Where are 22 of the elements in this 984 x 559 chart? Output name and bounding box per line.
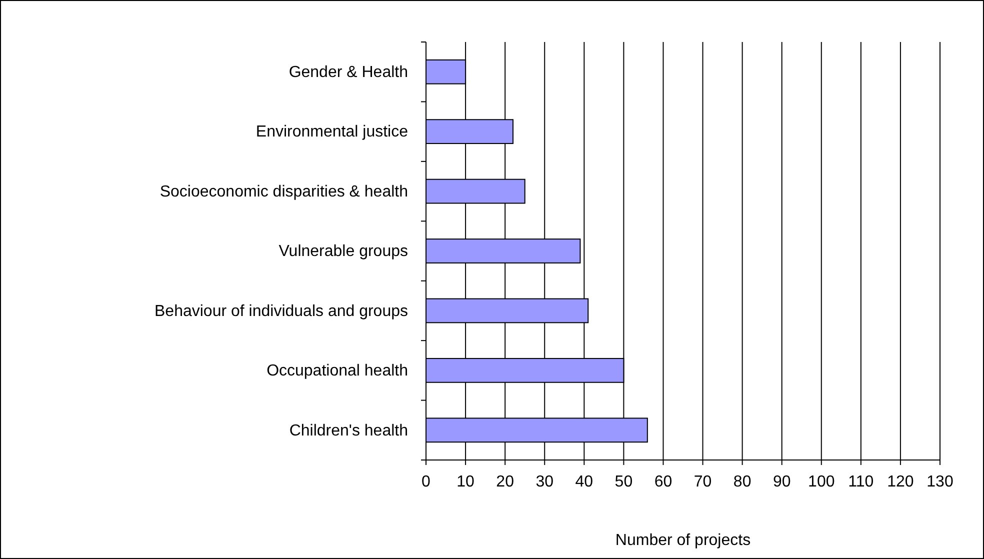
y-tick-label: Vulnerable groups (278, 243, 408, 260)
x-tick-label: 90 (772, 473, 791, 490)
x-tick-label: 50 (614, 473, 633, 490)
y-tick-label: Occupational health (266, 362, 408, 380)
x-tick-label: 110 (848, 473, 874, 490)
x-tick-label: 130 (926, 473, 954, 490)
x-tick-label: 40 (575, 473, 594, 490)
x-tick-label: 30 (536, 473, 554, 490)
y-tick-label: Behaviour of individuals and groups (154, 302, 408, 320)
x-tick-label: 20 (496, 473, 514, 490)
x-tick-label: 120 (887, 473, 914, 490)
x-tick-label: 0 (422, 473, 431, 490)
y-tick-label: Socioeconomic disparities & health (160, 183, 408, 200)
y-tick-label: Children's health (289, 422, 408, 440)
x-tick-label: 10 (456, 473, 475, 490)
y-tick-label: Environmental justice (256, 124, 408, 141)
x-tick-label: 80 (733, 473, 752, 490)
x-tick-label: 70 (694, 473, 712, 490)
x-axis-title: Number of projects (615, 532, 751, 549)
y-tick-label: Gender & Health (288, 64, 408, 81)
x-tick-label: 100 (808, 473, 835, 490)
x-tick-label: 60 (654, 473, 672, 490)
